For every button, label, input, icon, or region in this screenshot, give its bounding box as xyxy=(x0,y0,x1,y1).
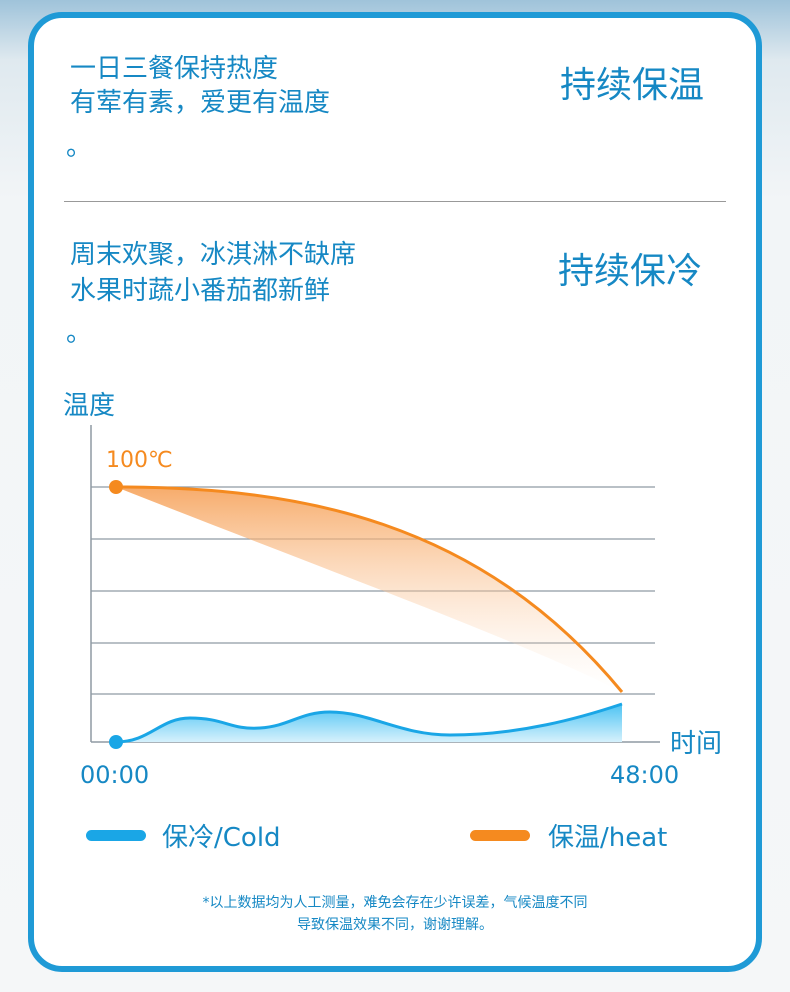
text-line: 一日三餐保持热度 xyxy=(70,54,279,84)
legend-label: 保温/heat xyxy=(548,823,667,853)
heat-area xyxy=(116,487,622,692)
divider xyxy=(64,201,726,202)
text-line: 有荤有素，爱更有温度 xyxy=(70,88,331,118)
text-line: 周末欢聚，冰淇淋不缺席 xyxy=(70,240,357,270)
y-label: 温度 xyxy=(63,391,115,421)
legend-swatch xyxy=(86,830,146,841)
x-end: 48:00 xyxy=(610,761,679,789)
text-line: 水果时蔬小番茄都新鲜 xyxy=(70,276,331,306)
temp-label: 100℃ xyxy=(106,448,173,473)
cold-area xyxy=(116,704,622,742)
legend-swatch xyxy=(470,830,530,841)
heat-curve xyxy=(115,485,624,693)
cold-dot xyxy=(109,735,123,749)
heading: 持续保温 xyxy=(560,65,705,106)
legend-label: 保冷/Cold xyxy=(162,823,281,853)
cold-curve xyxy=(115,702,623,744)
text-line: 。 xyxy=(66,132,93,162)
x-label: 时间 xyxy=(670,729,722,759)
heat-dot xyxy=(109,480,123,494)
footnote: 导致保温效果不同，谢谢理解。 xyxy=(297,917,493,933)
heading: 持续保冷 xyxy=(558,251,703,292)
x-start: 00:00 xyxy=(80,761,149,789)
text-line: 。 xyxy=(66,318,93,348)
footnote: *以上数据均为人工测量，难免会存在少许误差，气候温度不同 xyxy=(203,895,588,911)
